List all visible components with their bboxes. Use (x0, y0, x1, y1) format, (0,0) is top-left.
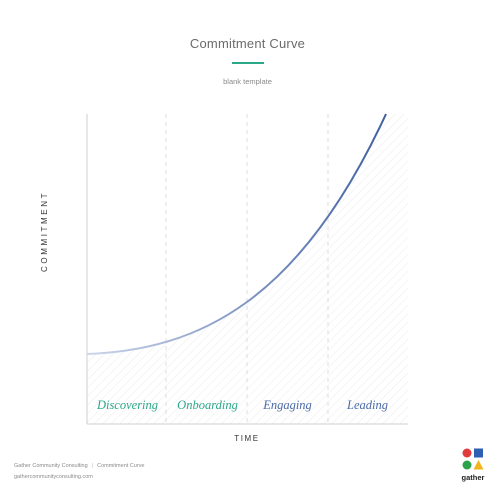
logo-green-circle (462, 460, 472, 470)
footer-url: gathercommunityconsulting.com (14, 474, 93, 480)
footer-line: Gather Community Consulting | Commitment C… (14, 463, 144, 469)
gather-logo-mark (462, 448, 484, 470)
stage-label-onboarding: Onboarding (177, 398, 238, 412)
logo-blue-square (474, 448, 483, 458)
commitment-curve (86, 113, 387, 355)
x-axis-label: TIME (234, 434, 260, 443)
footer-separator: | (91, 463, 94, 469)
logo-yellow-triangle (473, 460, 484, 470)
logo-wordmark: gather (461, 473, 485, 482)
stage-label-engaging: Engaging (263, 398, 312, 412)
stage-label-leading: Leading (347, 398, 388, 412)
y-axis-label: COMMITMENT (40, 190, 49, 272)
logo-red-circle (462, 448, 472, 458)
gather-logo: gather (461, 447, 485, 483)
area-under-curve (87, 114, 408, 424)
page-title: Commitment Curve (189, 36, 306, 51)
stage-label-discovering: Discovering (96, 398, 159, 412)
footer-org: Gather Community Consulting (14, 463, 88, 469)
footer-doc: Commitment Curve (97, 463, 145, 469)
title-accent-rule (232, 62, 264, 64)
page-subtitle: blank template (223, 77, 272, 86)
